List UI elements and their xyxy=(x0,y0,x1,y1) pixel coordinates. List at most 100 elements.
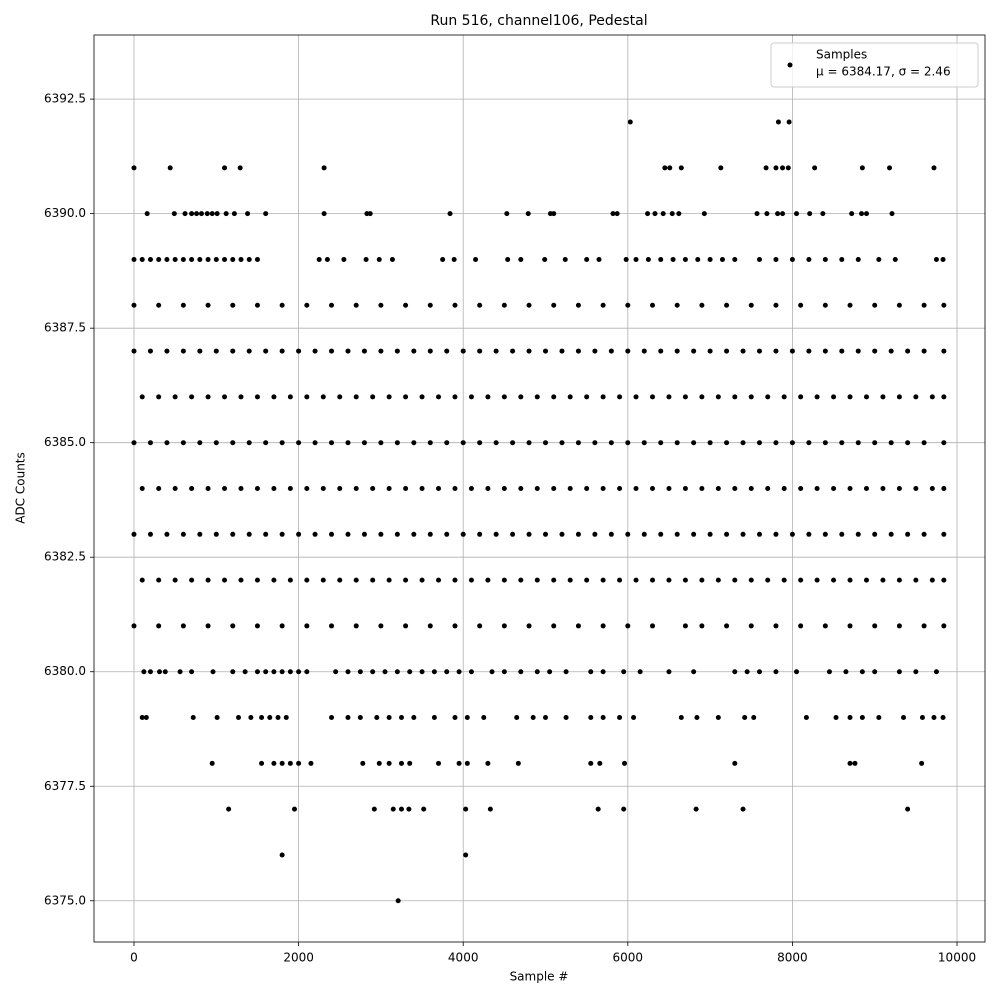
data-point xyxy=(357,715,363,721)
data-point xyxy=(312,531,318,537)
data-point xyxy=(147,256,153,262)
data-point xyxy=(304,623,310,629)
data-point xyxy=(543,348,549,354)
data-point xyxy=(940,715,946,721)
data-point xyxy=(614,211,620,217)
data-point xyxy=(567,486,573,491)
data-point xyxy=(806,531,812,537)
data-point xyxy=(353,577,359,583)
data-point xyxy=(254,486,260,491)
data-point xyxy=(650,577,656,583)
data-point xyxy=(847,577,853,583)
data-point xyxy=(275,715,281,721)
data-point xyxy=(386,715,392,721)
data-point xyxy=(279,440,285,446)
data-point xyxy=(198,211,204,217)
data-point xyxy=(329,348,335,354)
data-point xyxy=(525,211,531,217)
data-point xyxy=(345,531,351,537)
data-point xyxy=(789,531,795,537)
data-point xyxy=(831,394,837,400)
data-point xyxy=(403,486,409,491)
data-point xyxy=(617,577,623,583)
data-point xyxy=(584,256,590,262)
data-point xyxy=(194,211,200,217)
data-point xyxy=(588,760,594,766)
data-point xyxy=(798,577,804,583)
data-point xyxy=(180,302,186,308)
data-point xyxy=(164,531,170,537)
data-point xyxy=(370,394,376,400)
data-point xyxy=(477,440,483,446)
data-point xyxy=(452,715,458,721)
data-point xyxy=(650,623,656,629)
data-point xyxy=(263,211,269,217)
data-point xyxy=(633,256,639,262)
data-point xyxy=(308,760,314,766)
data-point xyxy=(320,486,326,491)
data-point xyxy=(141,669,147,675)
data-point xyxy=(814,577,820,583)
data-point xyxy=(751,715,757,721)
data-point xyxy=(427,623,433,629)
data-point xyxy=(863,577,869,583)
data-point xyxy=(510,348,516,354)
data-point xyxy=(559,531,565,537)
data-point xyxy=(921,440,927,446)
data-point xyxy=(367,211,373,217)
data-point xyxy=(395,898,401,904)
data-point xyxy=(929,486,935,491)
data-point xyxy=(427,531,433,537)
data-point xyxy=(814,486,820,491)
data-point xyxy=(826,669,832,675)
data-point xyxy=(487,806,493,812)
data-point xyxy=(321,211,327,217)
data-point xyxy=(670,256,676,262)
legend-label: Samples xyxy=(816,48,867,62)
data-point xyxy=(485,486,491,491)
data-point xyxy=(872,669,878,675)
data-point xyxy=(230,348,236,354)
data-point xyxy=(329,623,335,629)
data-point xyxy=(246,440,252,446)
data-point xyxy=(190,715,196,721)
data-point xyxy=(748,623,754,629)
data-point xyxy=(756,531,762,537)
data-point xyxy=(781,577,787,583)
data-point xyxy=(600,394,606,400)
data-point xyxy=(398,715,404,721)
data-point xyxy=(386,760,392,766)
x-tick-label: 2000 xyxy=(283,951,314,965)
data-point xyxy=(131,440,137,446)
data-point xyxy=(436,486,442,491)
data-point xyxy=(172,394,178,400)
data-point xyxy=(205,302,211,308)
data-point xyxy=(732,256,738,262)
data-point xyxy=(666,486,672,491)
data-point xyxy=(543,531,549,537)
data-point xyxy=(740,440,746,446)
data-point xyxy=(592,348,598,354)
data-point xyxy=(263,669,269,675)
data-point xyxy=(600,715,606,721)
data-point xyxy=(631,715,637,721)
data-point xyxy=(197,440,203,446)
data-point xyxy=(847,623,853,629)
data-point xyxy=(863,486,869,491)
data-point xyxy=(847,302,853,308)
data-point xyxy=(674,531,680,537)
y-axis-label: ADC Counts xyxy=(14,452,28,524)
data-point xyxy=(872,623,878,629)
data-point xyxy=(279,669,285,675)
data-point xyxy=(296,669,302,675)
data-point xyxy=(781,486,787,491)
data-point xyxy=(715,486,721,491)
data-point xyxy=(931,715,937,721)
data-point xyxy=(715,394,721,400)
data-point xyxy=(214,211,220,217)
data-point xyxy=(518,669,524,675)
data-point xyxy=(773,440,779,446)
data-point xyxy=(518,486,524,491)
data-point xyxy=(526,531,532,537)
